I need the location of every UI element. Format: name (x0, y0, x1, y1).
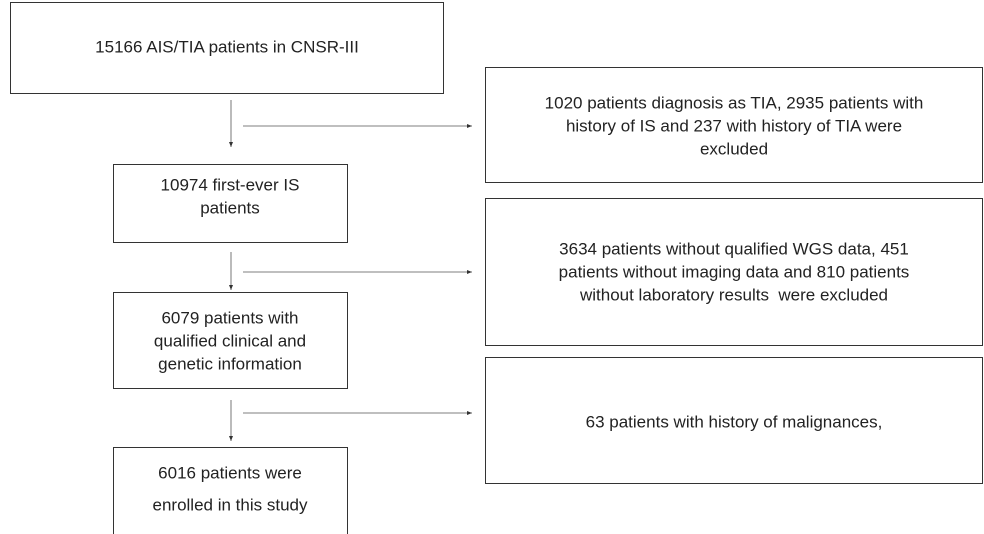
node-text: 10974 first-ever IS (161, 175, 300, 194)
exclusion-box (485, 357, 983, 484)
node-text: qualified clinical and (154, 331, 306, 350)
node-text: genetic information (158, 354, 302, 373)
node-text: 15166 AIS/TIA patients in CNSR-III (95, 37, 359, 56)
exclusion-text: excluded (700, 139, 768, 158)
node-text: enrolled in this study (153, 495, 308, 514)
exclusion-text: patients without imaging data and 810 pa… (559, 262, 910, 281)
exclusion-text: 1020 patients diagnosis as TIA, 2935 pat… (545, 93, 924, 112)
exclusion-text: 63 patients with history of malignances, (586, 412, 883, 431)
exclusion-text: 3634 patients without qualified WGS data… (559, 239, 909, 258)
node-box (113, 164, 348, 243)
exclusion-text: without laboratory results were excluded (579, 285, 888, 304)
node-text: 6079 patients with (161, 308, 298, 327)
exclusion-box (485, 67, 983, 183)
node-box (113, 292, 348, 389)
exclusion-text: history of IS and 237 with history of TI… (566, 116, 902, 135)
exclusion-box (485, 198, 983, 346)
node-text: 6016 patients were (158, 463, 302, 482)
node-box (10, 2, 444, 94)
node-text: patients (200, 198, 260, 217)
node-box (113, 447, 348, 534)
